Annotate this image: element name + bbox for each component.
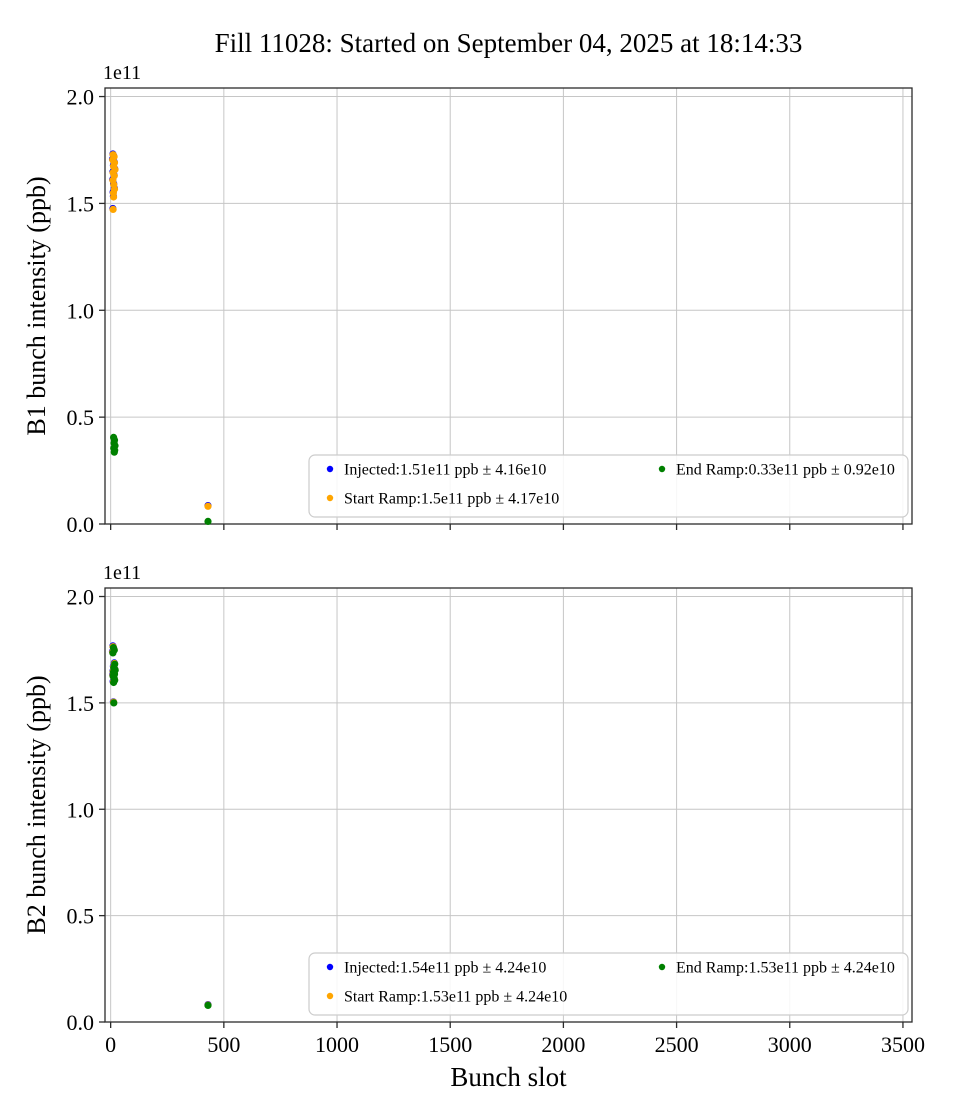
- scatter-point: [204, 1001, 212, 1010]
- legend-label: End Ramp:1.53e11 ppb ± 4.24e10: [676, 960, 895, 977]
- legend-frame: [308, 454, 909, 518]
- legend-marker: [326, 465, 334, 473]
- subplot-1: 0 500 1000 1500 2000 2500 3000 3500 0.0 0.5 1.0 1.5…: [67, 585, 925, 1057]
- y-tick-label: 0.0: [67, 512, 95, 537]
- x-tick-label: 2500: [655, 1032, 699, 1057]
- scatter-point: [109, 205, 117, 213]
- scatter-point: [204, 517, 212, 526]
- subplot-0: 0.0 0.5 1.0 1.5 2.0 Injected:1.51e11 ppb ± 4.…: [67, 85, 913, 537]
- b2-offset-label: 1e11: [103, 562, 142, 584]
- legend-label: Injected:1.54e11 ppb ± 4.24e10: [344, 960, 546, 977]
- axes-border: [104, 587, 913, 1023]
- figure-title: Fill 11028: Started on September 04, 202…: [214, 28, 803, 58]
- scatter-point: [110, 699, 118, 707]
- y-tick-label: 1.5: [67, 191, 95, 216]
- x-tick-label: 3500: [881, 1032, 925, 1057]
- y-tick-label: 2.0: [67, 85, 95, 110]
- scatter-point: [110, 193, 118, 201]
- legend-label: Start Ramp:1.53e11 ppb ± 4.24e10: [344, 989, 567, 1006]
- scatter-point: [110, 678, 118, 687]
- x-tick-label: 1500: [428, 1032, 472, 1057]
- legend-marker: [326, 494, 334, 502]
- axes-border: [104, 87, 913, 525]
- x-axis-label: Bunch slot: [450, 1062, 567, 1092]
- y-tick-label: 0.5: [67, 904, 95, 929]
- scatter-point: [110, 448, 118, 456]
- b1-offset-label: 1e11: [103, 62, 142, 84]
- y-tick-label: 1.0: [67, 298, 95, 323]
- y-tick-label: 2.0: [67, 585, 95, 610]
- scatter-point: [109, 649, 117, 657]
- y-tick-label: 0.0: [67, 1010, 95, 1035]
- y-tick-label: 1.5: [67, 691, 95, 716]
- legend-frame: [308, 952, 909, 1016]
- legend-marker: [326, 992, 334, 1000]
- legend-label: Start Ramp:1.5e11 ppb ± 4.17e10: [344, 491, 559, 508]
- legend-marker: [658, 963, 666, 971]
- y-tick-label: 0.5: [67, 405, 95, 430]
- x-tick-label: 3000: [768, 1032, 812, 1057]
- legend-marker: [658, 465, 666, 473]
- y-tick-label: 1.0: [67, 797, 95, 822]
- x-tick-label: 2000: [541, 1032, 585, 1057]
- scatter-point: [204, 502, 212, 510]
- legend-label: End Ramp:0.33e11 ppb ± 0.92e10: [676, 462, 895, 479]
- legend-label: Injected:1.51e11 ppb ± 4.16e10: [344, 462, 546, 479]
- x-tick-label: 0: [105, 1032, 116, 1057]
- x-tick-label: 500: [207, 1032, 240, 1057]
- x-tick-label: 1000: [315, 1032, 359, 1057]
- legend-marker: [326, 963, 334, 971]
